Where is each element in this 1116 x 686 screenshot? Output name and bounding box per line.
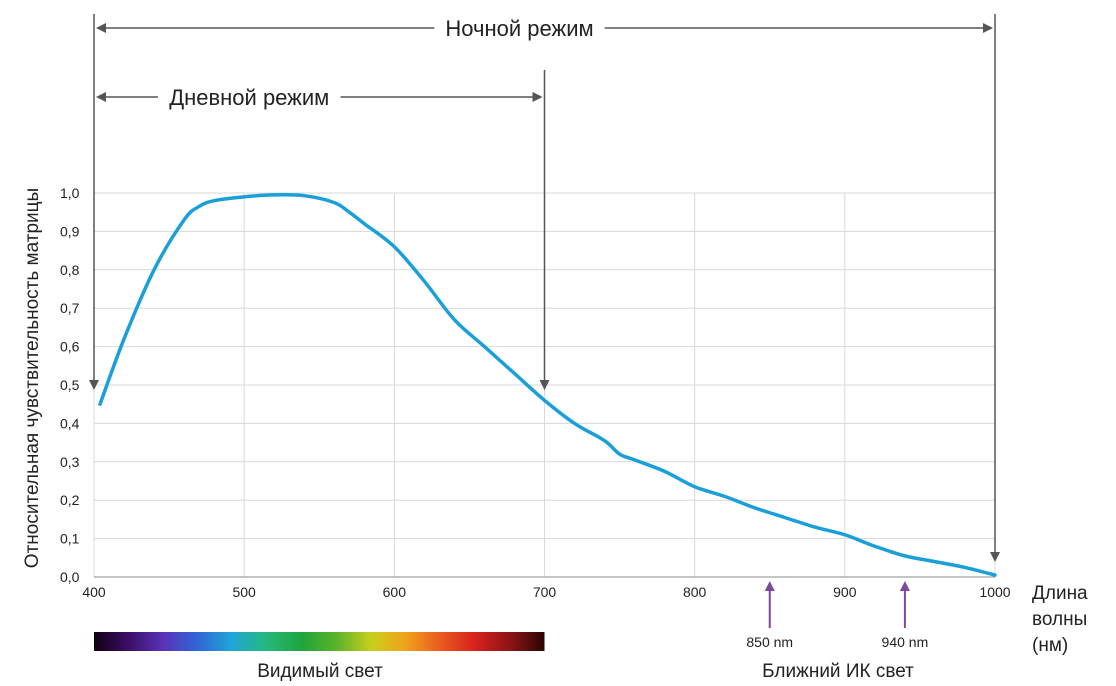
x-tick-label: 700 bbox=[533, 584, 557, 600]
y-axis-title: Относительная чувствительность матрицы bbox=[22, 188, 43, 568]
marker-label: 850 nm bbox=[746, 634, 793, 650]
axes: 0,0 0,1 0,2 0,3 0,4 0,5 0,6 0,7 0,8 0,9 1,0 400 500 6… bbox=[60, 185, 1011, 600]
left-drop-arrowhead bbox=[89, 380, 99, 390]
mode-annotations: Ночной режим Дневной режим bbox=[89, 14, 1000, 562]
x-tick-label: 800 bbox=[683, 584, 707, 600]
sensitivity-curve bbox=[98, 192, 997, 577]
x-axis-title-line: волны bbox=[1032, 609, 1087, 630]
y-tick-label: 0,4 bbox=[60, 415, 80, 431]
x-tick-label: 500 bbox=[232, 584, 256, 600]
series bbox=[98, 192, 997, 577]
band-label: Ближний ИК свет bbox=[762, 661, 914, 682]
mode-arrowhead-left bbox=[96, 23, 106, 33]
y-tick-label: 0,8 bbox=[60, 262, 80, 278]
marker-arrowhead bbox=[764, 581, 775, 591]
y-tick-label: 0,7 bbox=[60, 300, 80, 316]
marker-label: 940 nm bbox=[882, 634, 929, 650]
spectrum-bands: Видимый свет Ближний ИК свет bbox=[94, 632, 914, 682]
x-axis-title: Длина волны (нм) bbox=[1032, 583, 1088, 656]
marker-arrowhead bbox=[899, 581, 910, 591]
y-tick-label: 0,0 bbox=[60, 569, 80, 585]
mode-label: Ночной режим bbox=[445, 16, 593, 41]
mode-arrowhead-right bbox=[983, 23, 993, 33]
band-label: Видимый свет bbox=[257, 661, 383, 682]
y-tick-label: 1,0 bbox=[60, 185, 80, 201]
x-axis-title-line: Длина bbox=[1032, 583, 1088, 604]
x-tick-label: 900 bbox=[833, 584, 857, 600]
y-tick-label: 0,6 bbox=[60, 339, 80, 355]
mode-drop-arrowhead bbox=[990, 552, 1000, 562]
mode-label: Дневной режим bbox=[169, 85, 329, 110]
visible-spectrum-bar bbox=[94, 632, 545, 651]
y-tick-label: 0,2 bbox=[60, 492, 80, 508]
y-tick-label: 0,5 bbox=[60, 377, 80, 393]
x-axis-title-line: (нм) bbox=[1032, 635, 1068, 656]
x-tick-label: 1000 bbox=[979, 584, 1010, 600]
y-tick-label: 0,9 bbox=[60, 223, 80, 239]
wavelength-markers: 850 nm 940 nm bbox=[746, 581, 928, 650]
mode-arrowhead-left bbox=[96, 92, 106, 102]
x-tick-label: 400 bbox=[82, 584, 106, 600]
mode-arrowhead-right bbox=[532, 92, 543, 102]
mode-drop-arrowhead bbox=[539, 380, 550, 390]
y-tick-label: 0,1 bbox=[60, 531, 80, 547]
y-tick-label: 0,3 bbox=[60, 454, 80, 470]
x-tick-label: 600 bbox=[383, 584, 407, 600]
